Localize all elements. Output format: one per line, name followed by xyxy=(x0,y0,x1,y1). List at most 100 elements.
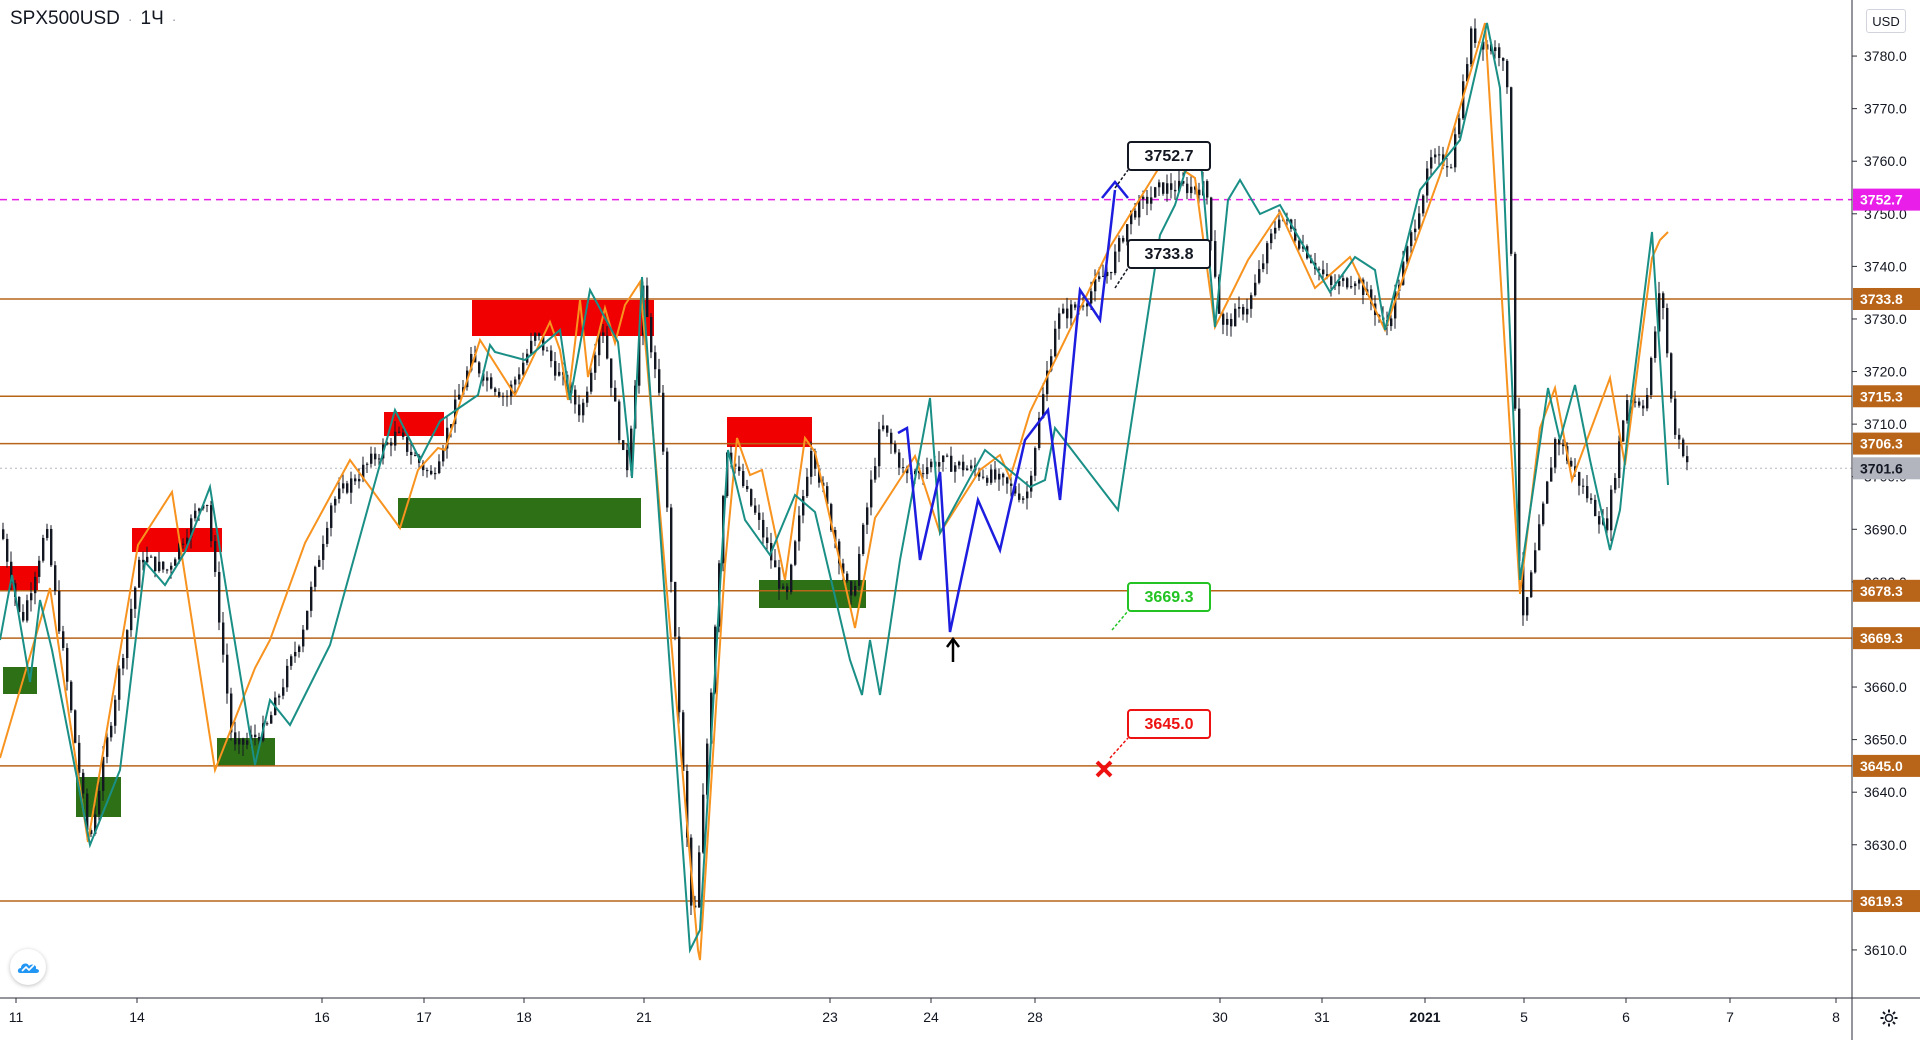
candle-body xyxy=(378,458,381,460)
candle-body xyxy=(930,461,933,468)
candle-body xyxy=(1238,306,1241,309)
candle-body xyxy=(1414,228,1417,233)
time-axis-background xyxy=(0,998,1920,1040)
zigzag-orange-line xyxy=(0,22,1669,961)
candle-body xyxy=(434,473,437,475)
candle-body xyxy=(210,505,213,542)
candle-body xyxy=(226,654,229,694)
candle-body xyxy=(894,443,897,453)
symbol-header[interactable]: SPX500USD · 1Ч · xyxy=(10,8,176,30)
candle-body xyxy=(578,404,581,416)
candle-body xyxy=(1222,313,1225,325)
candle-body xyxy=(854,585,857,596)
candle-body xyxy=(1642,405,1645,409)
candle-body xyxy=(1086,303,1089,307)
candle-body xyxy=(310,586,313,611)
candle-body xyxy=(1134,210,1137,218)
candle-body xyxy=(886,425,889,433)
candle-body xyxy=(758,512,761,520)
candle-body xyxy=(390,442,393,446)
candle-body xyxy=(394,431,397,446)
candle-body xyxy=(498,391,501,397)
price-tick-label: 3640.0 xyxy=(1864,784,1907,800)
callout-box xyxy=(1127,709,1211,739)
time-tick-label: 24 xyxy=(923,1009,939,1025)
supply-zone xyxy=(472,300,654,336)
price-tick-label: 3780.0 xyxy=(1864,48,1907,64)
tradingview-cloud-icon[interactable] xyxy=(10,949,46,985)
candle-body xyxy=(626,449,629,471)
candle-body xyxy=(1182,180,1185,184)
candle-body xyxy=(1418,213,1421,229)
candle-body xyxy=(1406,246,1409,262)
candle-body xyxy=(166,569,169,571)
candle-body xyxy=(1102,276,1105,278)
candle-body xyxy=(1410,232,1413,247)
level-price-tag-bg xyxy=(1853,432,1920,455)
candle-body xyxy=(1158,182,1161,188)
candle-body xyxy=(146,556,149,563)
candle-body xyxy=(30,593,33,601)
currency-button[interactable]: USD xyxy=(1866,9,1906,33)
zigzag-lines xyxy=(0,22,1669,961)
candle-body xyxy=(1294,228,1297,241)
candle-body xyxy=(1510,87,1513,254)
candle-body xyxy=(618,401,621,441)
candle-body xyxy=(1562,444,1565,447)
candle-body xyxy=(18,596,21,612)
candle-body xyxy=(926,467,929,475)
candle-body xyxy=(230,693,233,733)
candle-body xyxy=(42,537,45,561)
candle-body xyxy=(502,396,505,398)
candle-body xyxy=(606,335,609,359)
candle-body xyxy=(1358,279,1361,284)
candle-body xyxy=(102,756,105,791)
projection-path-line xyxy=(897,189,1117,633)
candle-body xyxy=(1226,318,1229,325)
candle-body xyxy=(270,715,273,724)
candle-body xyxy=(978,470,981,477)
candle-body xyxy=(78,742,81,773)
candle-body xyxy=(1662,293,1665,308)
candle-body xyxy=(1066,308,1069,319)
candle-body xyxy=(1010,483,1013,486)
candle-body xyxy=(1502,57,1505,61)
candle-body xyxy=(446,427,449,449)
candle-body xyxy=(866,507,869,525)
candle-body xyxy=(314,566,317,587)
time-tick-label: 18 xyxy=(516,1009,532,1025)
candle-body xyxy=(1006,477,1009,484)
candle-body xyxy=(234,732,237,745)
candle-body xyxy=(1446,166,1449,168)
level-price-tag: 3619.3 xyxy=(1860,893,1903,909)
price-axis-background xyxy=(1852,0,1920,1040)
candle-body xyxy=(1270,233,1273,244)
candle-body xyxy=(598,332,601,356)
gear-icon[interactable] xyxy=(1876,1005,1902,1031)
candle-body xyxy=(38,560,41,577)
candle-body xyxy=(398,431,401,433)
candle-body xyxy=(1578,471,1581,486)
candle-body xyxy=(198,508,201,511)
candle-body xyxy=(1346,278,1349,288)
candle-body xyxy=(1050,356,1053,371)
candle-body xyxy=(182,543,185,545)
candle-body xyxy=(178,543,181,560)
candle-body xyxy=(1326,274,1329,277)
candle-body xyxy=(1582,485,1585,487)
candle-body xyxy=(1558,439,1561,445)
candle-body xyxy=(194,510,197,519)
candle-body xyxy=(426,470,429,472)
candle-body xyxy=(1210,197,1213,242)
candle-body xyxy=(706,743,709,795)
candle-body xyxy=(582,402,585,416)
candle-body xyxy=(430,470,433,475)
candle-body xyxy=(490,377,493,389)
supply-zone xyxy=(727,417,812,447)
price-tick-label: 3770.0 xyxy=(1864,101,1907,117)
candle-body xyxy=(546,350,549,352)
candle-body xyxy=(1278,219,1281,228)
candle-body xyxy=(1650,357,1653,395)
candle-body xyxy=(442,448,445,462)
